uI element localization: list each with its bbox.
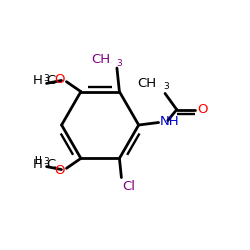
Text: 3: 3 [43,157,49,166]
Text: Cl: Cl [122,180,135,193]
Text: CH: CH [91,53,110,66]
Text: 3: 3 [116,58,122,68]
Text: 3: 3 [43,74,49,83]
Text: O: O [54,164,65,176]
Text: 3: 3 [163,82,169,92]
Text: O: O [54,74,65,86]
Text: O: O [197,102,207,116]
Text: H: H [33,74,42,88]
Text: H: H [34,156,41,164]
Text: C: C [46,74,56,88]
Text: C: C [46,158,56,170]
Text: NH: NH [160,115,180,128]
Text: H: H [34,156,41,164]
Text: H: H [33,158,42,170]
Text: CH: CH [138,77,157,90]
